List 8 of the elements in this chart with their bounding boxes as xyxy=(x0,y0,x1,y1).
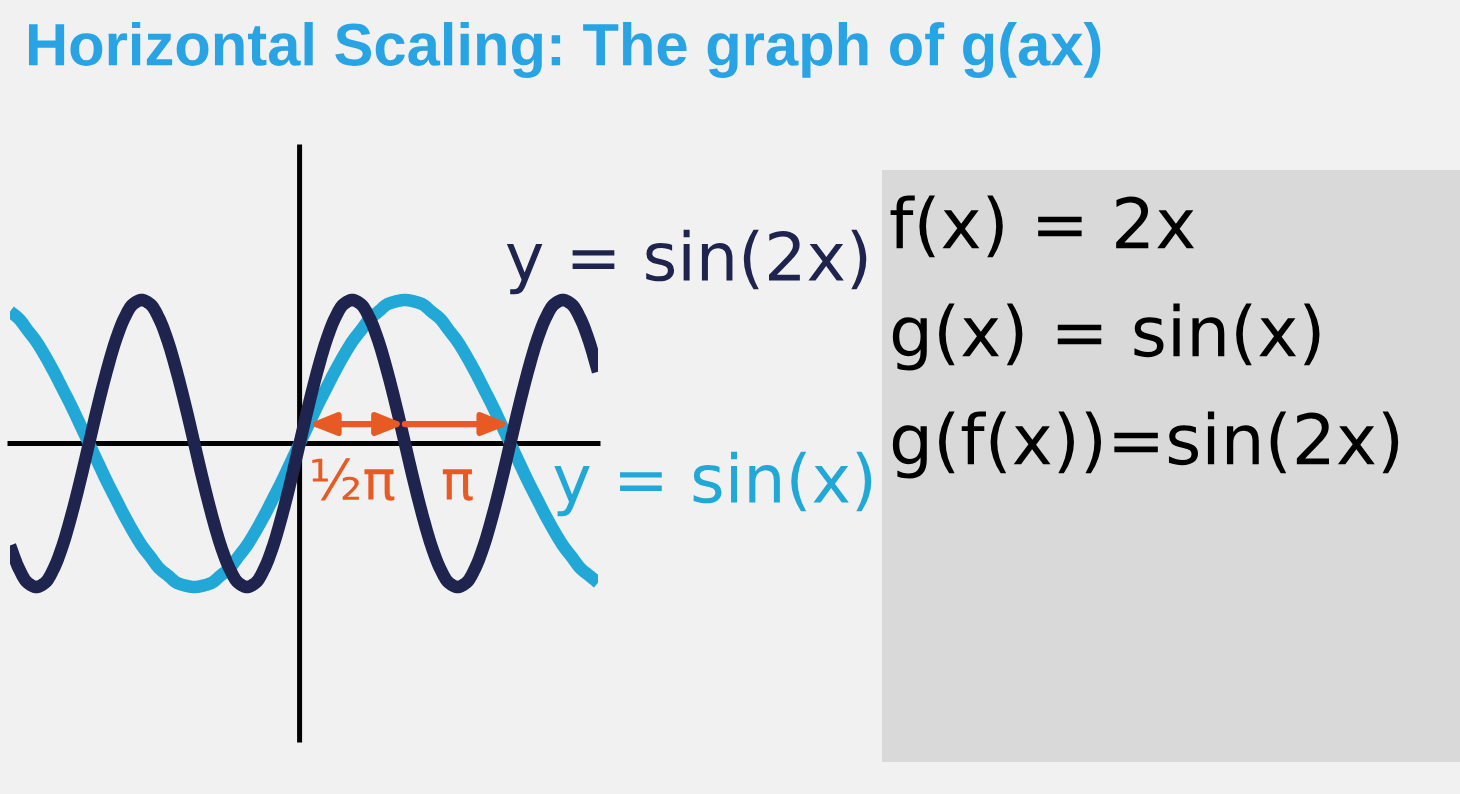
text: g(x) = sin(x) xyxy=(892,303,1320,371)
chart-title: Horizontal Scaling: The graph of g(ax) xyxy=(28,22,1101,78)
annotation: ½π xyxy=(312,458,395,501)
text: f(x) = 2x xyxy=(890,195,1195,258)
series-label: y = sin(x) xyxy=(554,451,872,517)
text: g(f(x))=sin(2x) xyxy=(892,411,1399,479)
series-label: y = sin(2x) xyxy=(506,229,867,295)
annotation: π xyxy=(442,469,473,501)
